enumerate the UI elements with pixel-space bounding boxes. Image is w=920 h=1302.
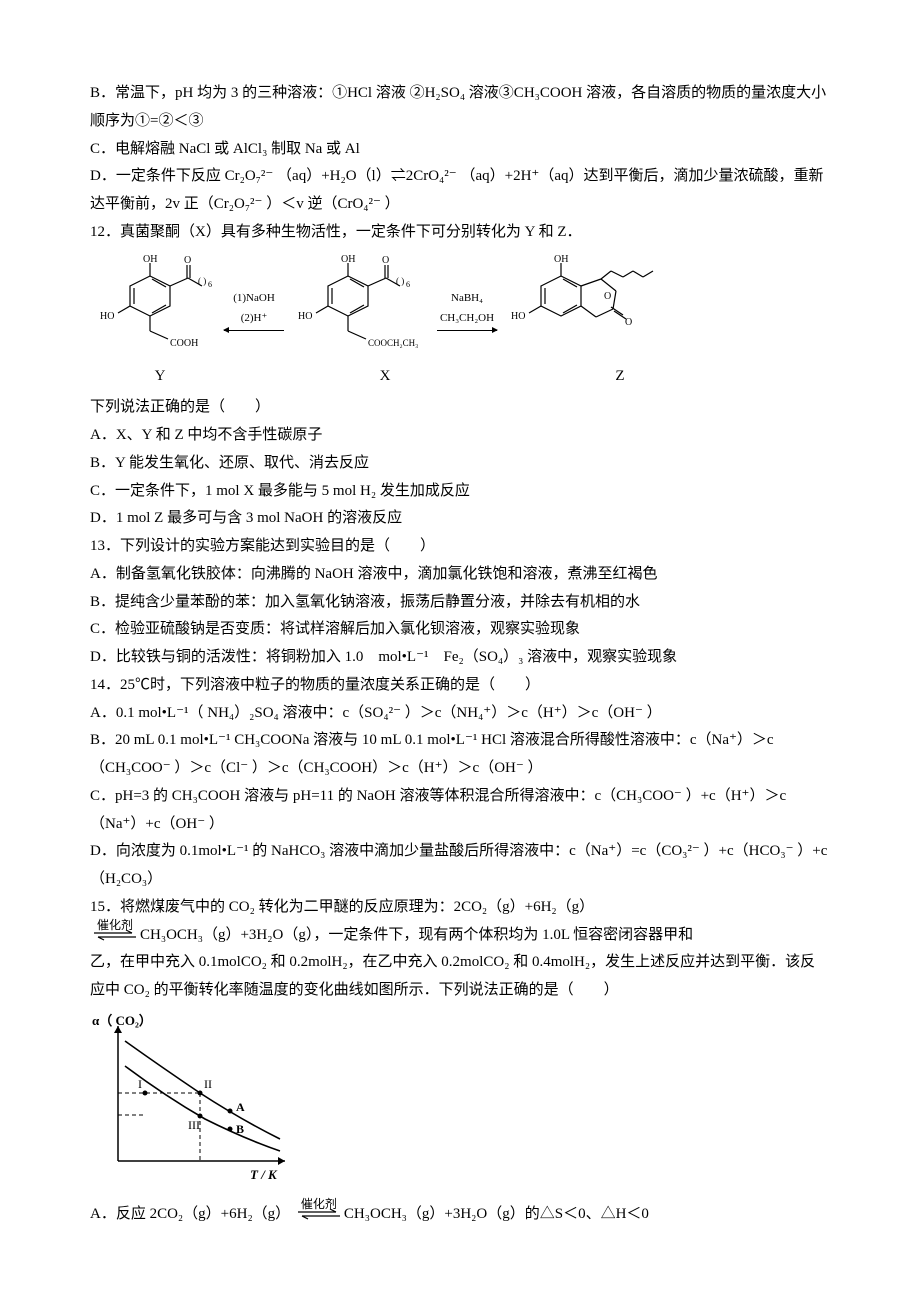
svg-text:COOCH₂CH₃: COOCH₂CH₃	[368, 338, 418, 348]
q13-option-c: C．检验亚硫酸钠是否变质：将试样溶解后加入氯化钡溶液，观察实验现象	[90, 616, 830, 644]
q12-option-b: B．Y 能发生氧化、还原、取代、消去反应	[90, 450, 830, 478]
graph-point-a: A	[236, 1100, 245, 1114]
q11-option-b: B．常温下，pH 均为 3 的三种溶液：①HCl 溶液 ②H₂SO₄ 溶液③CH…	[90, 80, 830, 136]
q14-option-d: D．向浓度为 0.1mol•L⁻¹ 的 NaHCO₃ 溶液中滴加少量盐酸后所得溶…	[90, 838, 830, 894]
q12-stem: 12．真菌聚酮（X）具有多种生物活性，一定条件下可分别转化为 Y 和 Z．	[90, 219, 830, 247]
svg-text:6: 6	[406, 280, 410, 289]
q15-option-a-head: A．反应 2CO₂（g）+6H₂（g）	[90, 1206, 290, 1222]
molecule-x: OH O HO COOCH₂CH₃ ( ) 6	[288, 251, 433, 361]
graph-point-ii: II	[204, 1077, 212, 1091]
svg-text:OH: OH	[341, 254, 355, 265]
q15-stem-line1: 15．将燃煤废气中的 CO₂ 转化为二甲醚的反应原理为：2CO₂（g）+6H₂（…	[90, 894, 830, 922]
svg-text:( ): ( )	[198, 276, 206, 286]
arrow-x-to-y: (1)NaOH (2)H⁺	[220, 288, 288, 361]
label-x: X	[310, 363, 460, 391]
q12-molecule-labels: Y X Z	[90, 363, 830, 391]
q13-option-b: B．提纯含少量苯酚的苯：加入氢氧化钠溶液，振荡后静置分液，并除去有机相的水	[90, 589, 830, 617]
q12-reaction-diagram: OH O HO COOH ( ) 6 (1)NaOH (2)H⁺	[90, 251, 830, 361]
q14-option-c: C．pH=3 的 CH₃COOH 溶液与 pH=11 的 NaOH 溶液等体积混…	[90, 783, 830, 839]
equilibrium-arrow-icon-2: 催化剂	[296, 1207, 342, 1221]
graph-point-iii: III	[188, 1118, 200, 1132]
svg-text:O: O	[604, 291, 611, 302]
label-z: Z	[540, 363, 700, 391]
q13-stem: 13．下列设计的实验方案能达到实验目的是（ ）	[90, 533, 830, 561]
arrow2-label-top: NaBH₄	[451, 288, 483, 308]
q13-option-a: A．制备氢氧化铁胶体：向沸腾的 NaOH 溶液中，滴加氯化铁饱和溶液，煮沸至红褐…	[90, 561, 830, 589]
q14-option-a: A．0.1 mol•L⁻¹（ NH₄）₂SO₄ 溶液中：c（SO₄²⁻ ）＞c（…	[90, 700, 830, 728]
svg-text:HO: HO	[511, 311, 525, 322]
q14-option-b: B．20 mL 0.1 mol•L⁻¹ CH₃COONa 溶液与 10 mL 0…	[90, 727, 830, 783]
q15-stem-line2: 催化剂 CH₃OCH₃（g）+3H₂O（g），一定条件下，现有两个体积均为 1.…	[90, 922, 830, 950]
arrow-x-to-z: NaBH₄ CH₃CH₂OH	[433, 288, 501, 361]
catalyst-label-2: 催化剂	[296, 1193, 342, 1215]
q11-option-c: C．电解熔融 NaCl 或 AlCl₃ 制取 Na 或 Al	[90, 136, 830, 164]
svg-text:O: O	[625, 317, 632, 328]
q12-option-a: A．X、Y 和 Z 中均不含手性碳原子	[90, 422, 830, 450]
arrow2-label-bot: CH₃CH₂OH	[440, 308, 494, 328]
svg-text:OH: OH	[143, 254, 157, 265]
arrow1-label-bot: (2)H⁺	[241, 308, 268, 328]
q12-option-d: D．1 mol Z 最多可与含 3 mol NaOH 的溶液反应	[90, 505, 830, 533]
q14-stem: 14．25℃时，下列溶液中粒子的物质的量浓度关系正确的是（ ）	[90, 672, 830, 700]
graph-y-label: α（ CO₂）	[92, 1013, 152, 1028]
q15-graph: α（ CO₂） T / K I II III A B	[90, 1011, 830, 1197]
molecule-y: OH O HO COOH ( ) 6	[90, 251, 220, 361]
svg-text:HO: HO	[100, 311, 114, 322]
svg-text:OH: OH	[554, 254, 568, 265]
molecule-z: OH HO O O	[501, 251, 661, 361]
equilibrium-arrow-icon: 催化剂	[92, 928, 138, 942]
graph-point-b: B	[236, 1122, 244, 1136]
catalyst-label: 催化剂	[92, 914, 138, 936]
q15-option-a-tail: CH₃OCH₃（g）+3H₂O（g）的△S＜0、△H＜0	[344, 1206, 649, 1222]
svg-text:O: O	[382, 255, 389, 266]
q15-stem2-text: CH₃OCH₃（g）+3H₂O（g），一定条件下，现有两个体积均为 1.0L 恒…	[140, 927, 693, 943]
q13-option-d: D．比较铁与铜的活泼性：将铜粉加入 1.0 mol•L⁻¹ Fe₂（SO₄）₃ …	[90, 644, 830, 672]
svg-text:( ): ( )	[396, 276, 404, 286]
q15-stem1-text: 15．将燃煤废气中的 CO₂ 转化为二甲醚的反应原理为：2CO₂（g）+6H₂（…	[90, 899, 594, 915]
q12-prompt: 下列说法正确的是（ ）	[90, 394, 830, 422]
graph-x-label: T / K	[250, 1167, 278, 1182]
svg-text:6: 6	[208, 280, 212, 289]
label-y: Y	[90, 363, 230, 391]
arrow1-label-top: (1)NaOH	[233, 288, 275, 308]
graph-point-i: I	[138, 1077, 142, 1091]
q15-stem-line3: 乙，在甲中充入 0.1molCO₂ 和 0.2molH₂，在乙中充入 0.2mo…	[90, 949, 830, 1005]
svg-text:O: O	[184, 255, 191, 266]
q11-option-d: D．一定条件下反应 Cr₂O₇²⁻ （aq）+H₂O（l）⇌2CrO₄²⁻ （a…	[90, 163, 830, 219]
q15-option-a: A．反应 2CO₂（g）+6H₂（g） 催化剂 CH₃OCH₃（g）+3H₂O（…	[90, 1201, 830, 1229]
svg-text:COOH: COOH	[170, 338, 198, 349]
q12-option-c: C．一定条件下，1 mol X 最多能与 5 mol H₂ 发生加成反应	[90, 478, 830, 506]
svg-text:HO: HO	[298, 311, 312, 322]
